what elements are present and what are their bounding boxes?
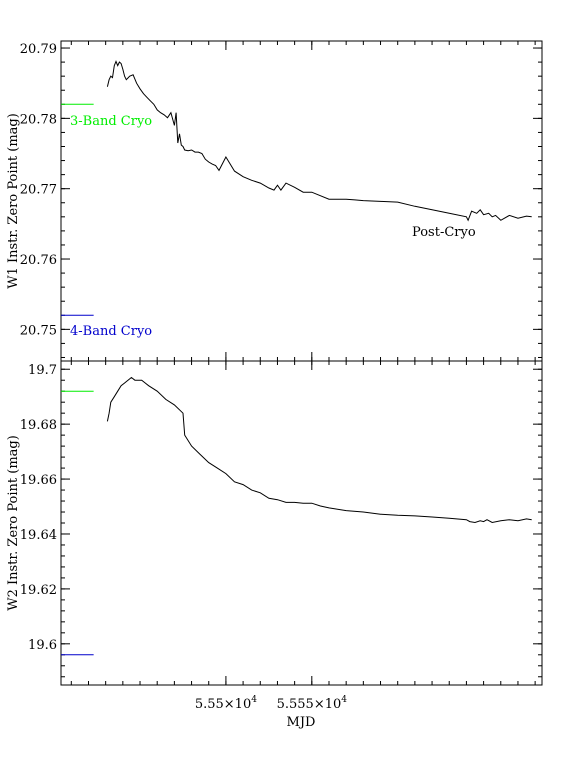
xtick-label: 5.555×104 bbox=[277, 695, 348, 712]
w1-series-line bbox=[106, 60, 532, 222]
w2-ytick-label: 19.7 bbox=[28, 363, 57, 378]
w2-series-line bbox=[106, 376, 532, 524]
xlabel: MJD bbox=[287, 715, 316, 730]
w1-label-3band-cryo: 3-Band Cryo bbox=[70, 114, 152, 129]
w1-panel: 20.75 20.76 20.77 20.78 20.79 W1 Instr. Zero… bbox=[6, 40, 543, 362]
w2-ytick-label: 19.66 bbox=[20, 473, 57, 488]
w1-plot-frame bbox=[60, 40, 543, 362]
xtick-label: 5.55×104 bbox=[195, 695, 257, 712]
w2-ylabel: W2 Instr. Zero Point (mag) bbox=[6, 435, 21, 611]
w2-ytick-label: 19.6 bbox=[28, 638, 57, 653]
w2-series bbox=[106, 376, 532, 524]
w2-ytick-label: 19.64 bbox=[20, 528, 57, 543]
w2-plot-frame bbox=[60, 360, 543, 686]
w2-reference-lines bbox=[61, 390, 94, 656]
w1-ytick-label: 20.75 bbox=[20, 323, 57, 338]
w1-post-cryo-annotation: Post-Cryo bbox=[412, 225, 476, 240]
w1-ytick-label: 20.79 bbox=[20, 42, 57, 57]
w1-reference-lines bbox=[61, 103, 94, 316]
w1-ticks: 20.75 20.76 20.77 20.78 20.79 bbox=[20, 41, 542, 361]
w1-ytick-label: 20.76 bbox=[20, 253, 57, 268]
w1-ytick-label: 20.78 bbox=[20, 112, 57, 127]
w1-ytick-label: 20.77 bbox=[20, 183, 57, 198]
w2-ytick-label: 19.68 bbox=[20, 418, 57, 433]
w1-series bbox=[106, 60, 532, 222]
w1-label-4band-cryo: 4-Band Cryo bbox=[70, 324, 152, 339]
w2-panel: 19.6 19.62 19.64 19.66 19.68 19.7 5.55×104 5.55… bbox=[6, 360, 543, 730]
w1-ylabel: W1 Instr. Zero Point (mag) bbox=[6, 113, 21, 289]
w2-ticks: 19.6 19.62 19.64 19.66 19.68 19.7 5.55×104 5.55… bbox=[20, 361, 542, 712]
w2-ytick-label: 19.62 bbox=[20, 583, 57, 598]
